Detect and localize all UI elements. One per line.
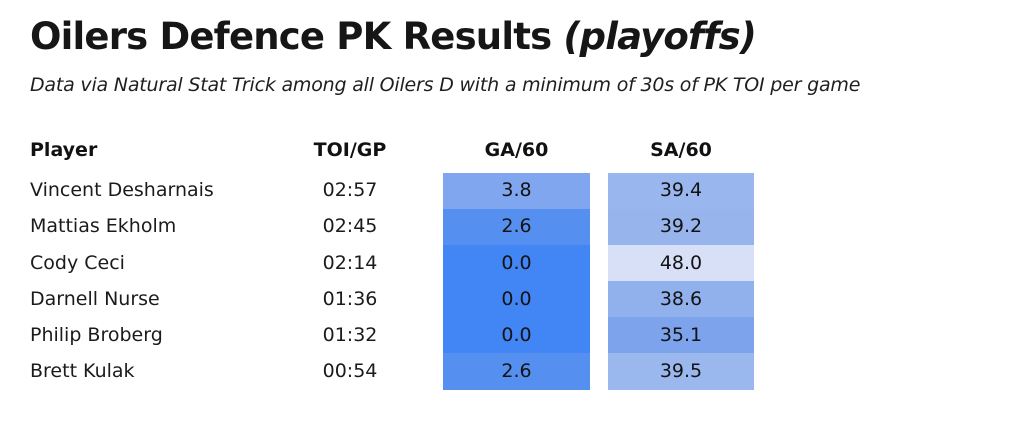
table-row: Vincent Desharnais 02:57 3.8 39.4 [30, 172, 1023, 209]
table-row: Brett Kulak 00:54 2.6 39.5 [30, 353, 1023, 390]
sa60-heat-cell: 39.4 [608, 172, 754, 209]
column-header-sa60: SA/60 [650, 138, 712, 161]
player-name: Mattias Ekholm [30, 215, 177, 238]
table-header-row: Player TOI/GP GA/60 SA/60 [30, 137, 1023, 164]
page-subtitle: Data via Natural Stat Trick among all Oi… [30, 73, 861, 96]
player-name: Philip Broberg [30, 323, 163, 346]
player-name: Cody Ceci [30, 251, 125, 274]
column-header-ga60: GA/60 [484, 138, 549, 161]
page-title: Oilers Defence PK Results (playoffs) [30, 15, 1023, 59]
column-header-player: Player [30, 138, 98, 161]
column-header-toi-gp: TOI/GP [313, 138, 387, 161]
table-row: Cody Ceci 02:14 0.0 48.0 [30, 244, 1023, 282]
ga60-heat-cell: 0.0 [443, 317, 590, 354]
toi-gp-value: 01:32 [322, 323, 378, 346]
player-name: Brett Kulak [30, 360, 135, 383]
toi-gp-value: 02:57 [322, 179, 378, 202]
page: Oilers Defence PK Results (playoffs) Dat… [30, 15, 1023, 390]
pk-results-table: Player TOI/GP GA/60 SA/60 Vincent Deshar… [30, 137, 1023, 390]
toi-gp-value: 02:45 [322, 215, 378, 238]
page-title-emphasis: (playoffs) [563, 15, 756, 58]
table-row: Darnell Nurse 01:36 0.0 38.6 [30, 281, 1023, 318]
ga60-heat-cell: 0.0 [443, 281, 590, 318]
ga60-heat-cell: 2.6 [443, 208, 590, 245]
player-name: Darnell Nurse [30, 287, 160, 310]
toi-gp-value: 01:36 [322, 287, 378, 310]
table-row: Mattias Ekholm 02:45 2.6 39.2 [30, 208, 1023, 245]
sa60-heat-cell: 35.1 [608, 317, 754, 354]
table-row: Philip Broberg 01:32 0.0 35.1 [30, 317, 1023, 354]
page-title-main: Oilers Defence PK Results [30, 15, 564, 58]
sa60-heat-cell: 48.0 [608, 244, 754, 282]
sa60-heat-cell: 39.2 [608, 208, 754, 245]
ga60-heat-cell: 0.0 [443, 244, 590, 282]
ga60-heat-cell: 2.6 [443, 353, 590, 390]
sa60-heat-cell: 38.6 [608, 281, 754, 318]
ga60-heat-cell: 3.8 [443, 172, 590, 209]
player-name: Vincent Desharnais [30, 179, 214, 202]
sa60-heat-cell: 39.5 [608, 353, 754, 390]
toi-gp-value: 00:54 [322, 360, 378, 383]
toi-gp-value: 02:14 [322, 251, 378, 274]
